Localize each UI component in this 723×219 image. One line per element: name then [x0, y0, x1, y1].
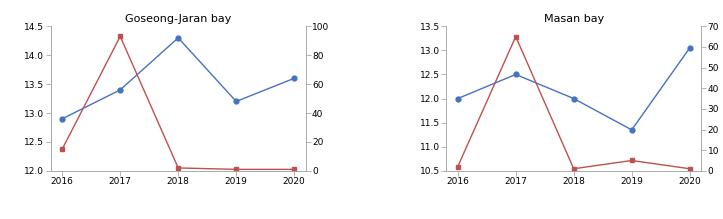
- Line: Temperature: Temperature: [60, 35, 296, 121]
- Occurrence: [511, 35, 520, 38]
- Occurrence: [628, 159, 636, 162]
- Occurrence: [58, 148, 67, 150]
- Temperature: [174, 37, 182, 39]
- Temperature: [570, 97, 578, 100]
- Temperature: [290, 77, 299, 80]
- Temperature: [58, 117, 67, 120]
- Occurrence: [174, 167, 182, 169]
- Occurrence: [232, 168, 241, 171]
- Temperature: [232, 100, 241, 103]
- Temperature: [116, 88, 124, 91]
- Occurrence: [116, 35, 124, 38]
- Title: Goseong-Jaran bay: Goseong-Jaran bay: [125, 14, 231, 24]
- Legend: Temperature, Occurrence: Temperature, Occurrence: [93, 216, 264, 219]
- Line: Occurrence: Occurrence: [60, 34, 296, 172]
- Occurrence: [570, 168, 578, 170]
- Occurrence: [290, 168, 299, 171]
- Title: Masan bay: Masan bay: [544, 14, 604, 24]
- Temperature: [628, 129, 636, 131]
- Occurrence: [685, 168, 694, 170]
- Line: Temperature: Temperature: [455, 46, 692, 132]
- Temperature: [511, 73, 520, 76]
- Temperature: [453, 97, 462, 100]
- Occurrence: [453, 165, 462, 168]
- Temperature: [685, 47, 694, 49]
- Legend: Temperature, Occurrence: Temperature, Occurrence: [488, 216, 659, 219]
- Line: Occurrence: Occurrence: [455, 34, 692, 171]
